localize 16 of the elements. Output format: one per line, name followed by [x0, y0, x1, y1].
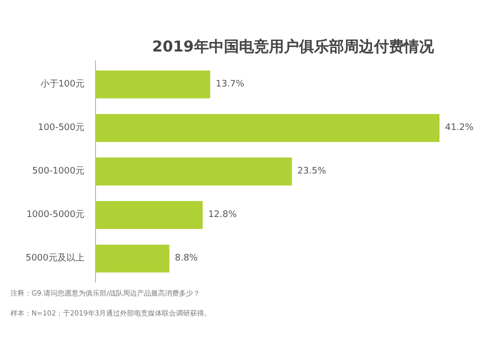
- bar: [96, 158, 292, 186]
- y-tick-label: 5000元及以上: [26, 252, 84, 264]
- bar: [96, 201, 203, 230]
- data-label: 41.2%: [444, 122, 474, 133]
- y-tick-label: 1000-5000元: [26, 209, 85, 220]
- data-label: 23.5%: [297, 166, 326, 176]
- y-tick-label: 500-1000元: [32, 166, 85, 176]
- bar: [96, 244, 170, 273]
- bar: [96, 70, 210, 98]
- y-tick-label: 小于100元: [40, 78, 85, 90]
- bar: [96, 114, 440, 142]
- data-label: 12.8%: [208, 210, 238, 220]
- data-label: 13.7%: [216, 79, 245, 90]
- data-label: 8.8%: [174, 254, 198, 264]
- chart-title: 2019年中国电竞用户俱乐部周边付费情况: [152, 38, 435, 56]
- y-tick-label: 100-500元: [38, 122, 85, 133]
